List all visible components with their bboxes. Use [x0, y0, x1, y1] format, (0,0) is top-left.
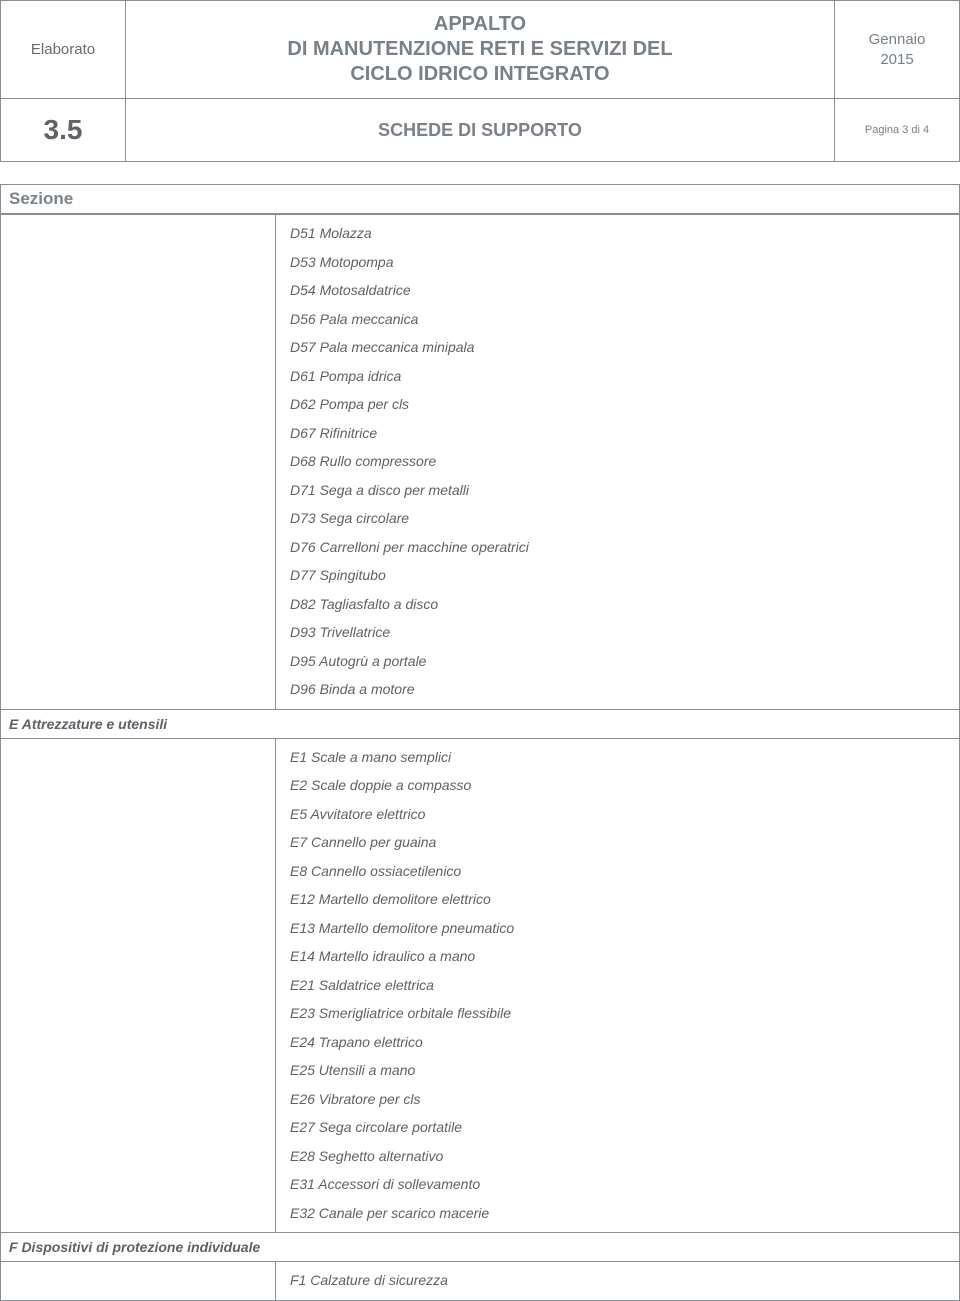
- list-item: D56 Pala meccanica: [290, 311, 945, 329]
- list-item: D62 Pompa per cls: [290, 396, 945, 414]
- list-item: E8 Cannello ossiacetilenico: [290, 863, 945, 881]
- list-item: E24 Trapano elettrico: [290, 1034, 945, 1052]
- elaborato-number: 3.5: [9, 104, 117, 156]
- header-subtitle: SCHEDE DI SUPPORTO: [134, 112, 826, 149]
- main-content-table: Sezione D51 Molazza D53 Motopompa D54 Moto…: [0, 184, 960, 1301]
- list-item: E25 Utensili a mano: [290, 1062, 945, 1080]
- group-e-label: E Attrezzature e utensili: [1, 710, 959, 738]
- items-f-list: F1 Calzature di sicurezza: [276, 1262, 959, 1300]
- list-item: F1 Calzature di sicurezza: [290, 1272, 945, 1290]
- title-line1: APPALTO: [434, 13, 526, 35]
- group-f-content: F1 Calzature di sicurezza: [276, 1262, 960, 1301]
- header-subtitle-cell: SCHEDE DI SUPPORTO: [126, 99, 835, 162]
- section-header-row: Sezione: [1, 185, 960, 215]
- header-title: APPALTO DI MANUTENZIONE RETI E SERVIZI D…: [134, 6, 826, 93]
- list-item: E2 Scale doppie a compasso: [290, 777, 945, 795]
- header-elaborato-label: Elaborato: [1, 1, 126, 99]
- header-date: Gennaio 2015: [843, 30, 951, 69]
- list-item: D76 Carrelloni per macchine operatrici: [290, 539, 945, 557]
- date-line2: 2015: [880, 51, 913, 68]
- list-item: E27 Sega circolare portatile: [290, 1119, 945, 1137]
- list-item: E7 Cannello per guaina: [290, 834, 945, 852]
- items-e-list: E1 Scale a mano semplici E2 Scale doppie …: [276, 739, 959, 1233]
- group-f-label: F Dispositivi di protezione individuale: [1, 1233, 959, 1261]
- list-item: D73 Sega circolare: [290, 510, 945, 528]
- list-item: D96 Binda a motore: [290, 681, 945, 699]
- list-item: D82 Tagliasfalto a disco: [290, 596, 945, 614]
- group-e-header-row: E Attrezzature e utensili: [1, 709, 960, 738]
- list-item: E26 Vibratore per cls: [290, 1091, 945, 1109]
- list-item: D77 Spingitubo: [290, 567, 945, 585]
- header-date-cell: Gennaio 2015: [835, 1, 960, 99]
- section-label: Sezione: [1, 185, 959, 214]
- list-item: D67 Rifinitrice: [290, 425, 945, 443]
- list-item: D53 Motopompa: [290, 254, 945, 272]
- list-item: D68 Rullo compressore: [290, 453, 945, 471]
- group-f-header-row: F Dispositivi di protezione individuale: [1, 1233, 960, 1262]
- page-indicator: Pagina 3 di 4: [843, 124, 951, 136]
- header-num-cell: 3.5: [1, 99, 126, 162]
- group-f-left: [1, 1262, 276, 1301]
- list-item: E21 Saldatrice elettrica: [290, 977, 945, 995]
- list-item: E32 Canale per scarico macerie: [290, 1205, 945, 1223]
- header-title-cell: APPALTO DI MANUTENZIONE RETI E SERVIZI D…: [126, 1, 835, 99]
- group-d-left: [1, 215, 276, 710]
- elaborato-text: Elaborato: [9, 41, 117, 58]
- group-e-content: E1 Scale a mano semplici E2 Scale doppie …: [276, 738, 960, 1233]
- list-item: D57 Pala meccanica minipala: [290, 339, 945, 357]
- group-e-left: [1, 738, 276, 1233]
- list-item: D71 Sega a disco per metalli: [290, 482, 945, 500]
- list-item: E14 Martello idraulico a mano: [290, 948, 945, 966]
- list-item: E23 Smerigliatrice orbitale flessibile: [290, 1005, 945, 1023]
- list-item: D54 Motosaldatrice: [290, 282, 945, 300]
- date-line1: Gennaio: [869, 31, 926, 48]
- list-item: D95 Autogrù a portale: [290, 653, 945, 671]
- header-page-cell: Pagina 3 di 4: [835, 99, 960, 162]
- title-line2: DI MANUTENZIONE RETI E SERVIZI DEL: [287, 38, 672, 60]
- list-item: E31 Accessori di sollevamento: [290, 1176, 945, 1194]
- group-d-content: D51 Molazza D53 Motopompa D54 Motosaldatri…: [276, 215, 960, 710]
- list-item: D61 Pompa idrica: [290, 368, 945, 386]
- items-d-list: D51 Molazza D53 Motopompa D54 Motosaldatri…: [276, 215, 959, 709]
- list-item: E13 Martello demolitore pneumatico: [290, 920, 945, 938]
- list-item: E12 Martello demolitore elettrico: [290, 891, 945, 909]
- title-line3: CICLO IDRICO INTEGRATO: [350, 63, 609, 85]
- list-item: E28 Seghetto alternativo: [290, 1148, 945, 1166]
- list-item: E1 Scale a mano semplici: [290, 749, 945, 767]
- list-item: D51 Molazza: [290, 225, 945, 243]
- list-item: E5 Avvitatore elettrico: [290, 806, 945, 824]
- list-item: D93 Trivellatrice: [290, 624, 945, 642]
- document-header: Elaborato APPALTO DI MANUTENZIONE RETI E…: [0, 0, 960, 162]
